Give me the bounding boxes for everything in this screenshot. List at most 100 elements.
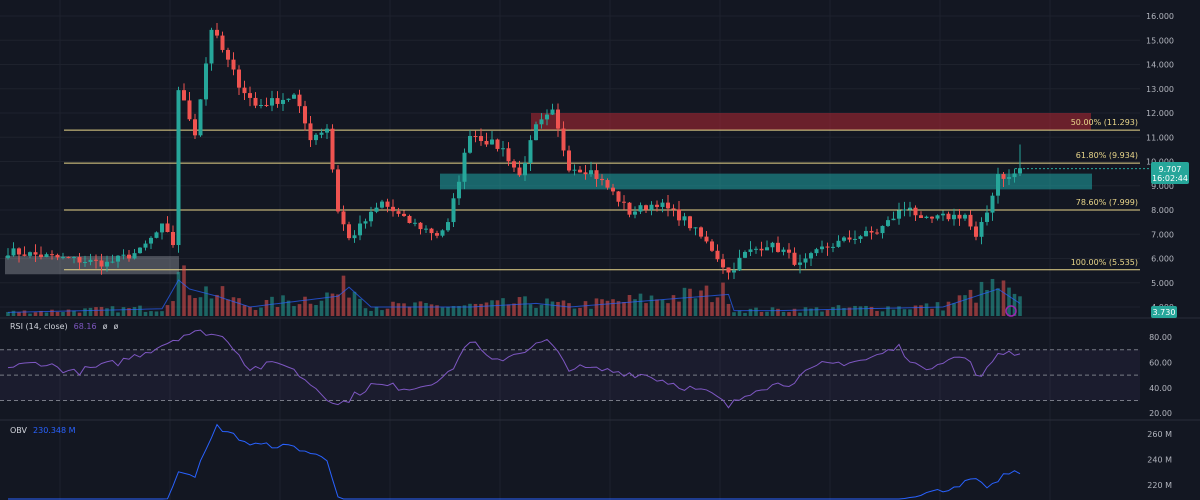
volume-bar [264,299,269,316]
candle-body [869,230,874,233]
volume-bar [391,301,395,316]
price-badge-countdown: 16:02:44 [1152,174,1188,183]
candle-body [825,246,830,248]
volume-bar [545,298,549,316]
candle-body [352,235,357,239]
volume-bar [633,299,637,316]
volume-bar [275,307,280,316]
volume-bar [363,308,368,316]
volume-bar [616,301,621,316]
candle-body [303,106,307,124]
volume-bar [88,307,93,316]
volume-bar [457,306,461,316]
candle-body [402,213,406,216]
candle-body [391,206,395,212]
volume-bar [28,313,32,316]
candle-body [11,248,16,256]
candle-body [550,109,555,115]
volume-bar [314,305,318,316]
price-axis[interactable]: 16.00015.00014.00013.00012.00011.00010.0… [1146,12,1174,500]
candle-body [215,29,219,36]
volume-bar [792,308,797,316]
rsi-legend[interactable]: RSI (14, close) 68.16 ø ø [10,322,118,331]
candle-body [446,222,450,231]
candle-body [517,167,522,176]
candle-body [209,29,214,64]
candle-body [204,63,208,100]
volume-bar [209,298,214,316]
volume-bar [473,303,478,316]
volume-bar [589,308,593,316]
volume-bar [594,298,599,316]
rsi-tick: 60.00 [1149,358,1172,367]
candle-body [110,261,115,263]
price-tick: 14.000 [1146,61,1174,70]
candle-body [754,248,758,250]
volume-bar [138,305,142,316]
candle-body [28,252,32,256]
candle-body [363,221,368,224]
candle-body [545,114,549,120]
candle-body [231,59,236,70]
candle-body [512,161,516,168]
obv-tick: 240 M [1147,456,1172,465]
candle-body [891,218,896,221]
candle-body [407,215,412,224]
obv-title: OBV [10,426,28,435]
candle-body [836,240,841,247]
rsi-tick: 80.00 [1149,333,1172,342]
candle-body [677,209,681,221]
volume-bar [715,297,720,316]
volume-bar [77,312,82,316]
volume-bar [748,308,753,316]
candle-body [319,132,324,135]
volume-bar [165,305,170,316]
volume-bar [396,303,401,316]
volume-bar [605,300,610,316]
volume-badge [1151,306,1177,318]
volume-bar [534,307,538,316]
obv-legend[interactable]: OBV 230.348 M [10,426,76,435]
volume-bar [435,305,439,316]
candle-body [699,227,703,237]
obv-tick: 260 M [1147,430,1172,439]
volume-bar [523,296,527,316]
volume-bar [248,306,252,316]
candle-body [336,169,340,212]
fib-retracement[interactable]: 50.00% (11.293) 61.80% (9.934) 78.60% (7.9… [64,118,1140,271]
volume-bar [666,303,670,316]
volume-bar [600,299,604,316]
volume-bar [479,303,483,316]
candle-body [193,119,197,136]
candle-body [732,270,736,273]
volume-bar [902,309,907,316]
candle-body [479,136,483,141]
candle-body [341,211,346,225]
candle-body [957,214,962,219]
candle-body [292,94,296,99]
volume-bar [336,294,340,316]
volume-bar [677,301,681,316]
candle-body [605,180,610,188]
candle-body [589,170,593,175]
volume-bar [831,307,835,316]
candle-body [275,98,280,104]
candle-body [171,231,175,246]
candle-body [270,98,274,106]
volume-bar [732,312,736,316]
candle-body [814,249,819,254]
candle-body [633,211,637,215]
volume-bar [110,306,115,316]
volume-bar [237,298,241,316]
candle-body [902,209,907,211]
candle-body [897,210,901,219]
volume-bar [99,306,104,316]
volume-bar [622,302,626,316]
candle-body [396,211,401,214]
price-tick: 15.000 [1146,36,1174,45]
volume-bar [451,306,456,316]
volume-bar [941,310,945,316]
volume-bar [985,289,989,316]
